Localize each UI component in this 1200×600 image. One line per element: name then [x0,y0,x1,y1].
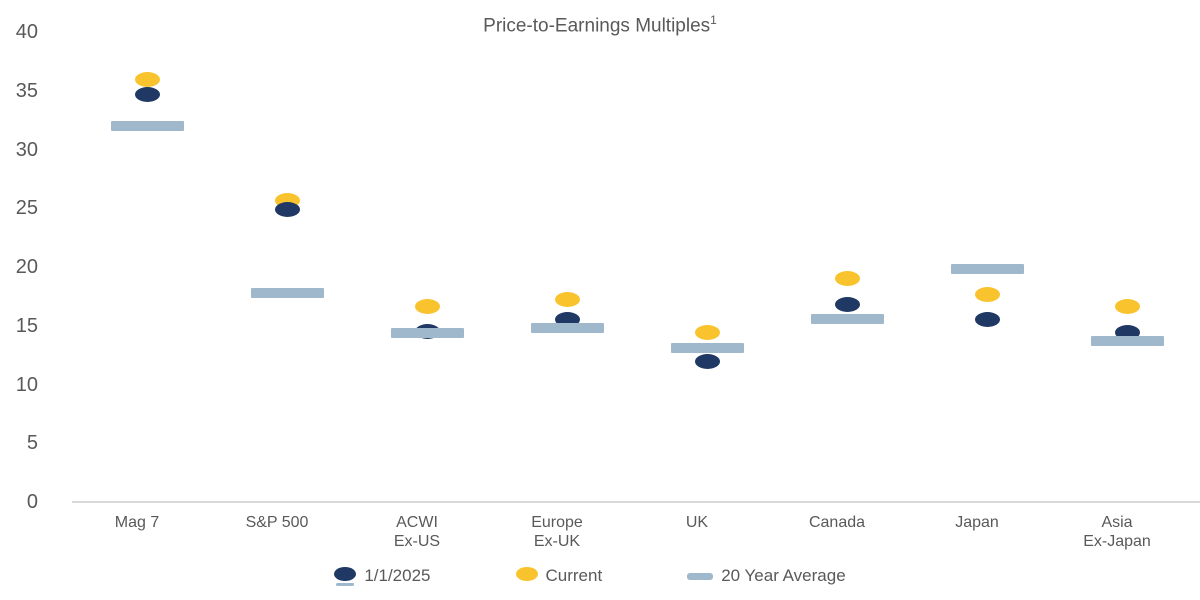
legend-line-artifact [336,582,355,586]
dot-1-1-2025-uk [694,353,720,369]
dot-current-japan [974,286,1000,302]
legend-label-1-1-2025: 1/1/2025 [364,566,431,585]
x-label-canada: Canada [808,514,866,531]
legend-dot-icon [334,566,357,586]
bar-20-year-average-canada [810,313,884,324]
dot-current-mag-7 [134,71,160,87]
bar-20-year-average-europe-ex-uk [530,323,604,334]
dot-current-uk [694,325,720,341]
legend-label-20-year-average: 20 Year Average [721,566,846,585]
bar-20-year-average-japan [950,264,1024,275]
bar-20-year-average-acwi-ex-us [390,327,464,338]
x-label-s-p-500: S&P 500 [245,514,309,531]
legend-item-20-year-average: 20 Year Average [687,566,846,586]
legend-label-current: Current [545,566,603,585]
y-tick-label-10: 10 [15,373,38,396]
bar-20-year-average-uk [670,343,744,354]
legend: 1/1/2025 Current 20 Year Average [0,566,1180,586]
dot-1-1-2025-mag-7 [134,86,160,102]
bar-20-year-average-asia-ex-japan [1090,336,1164,347]
dot-current-canada [834,271,860,287]
dot-current-europe-ex-uk [554,292,580,308]
bar-20-year-average-s-p-500 [250,287,324,298]
y-tick-label-25: 25 [15,197,38,220]
y-tick-label-15: 15 [15,314,38,337]
dot-current-asia-ex-japan [1114,299,1140,315]
x-label-japan: Japan [955,514,999,531]
dot-1-1-2025-s-p-500 [274,201,300,217]
legend-item-current: Current [515,566,603,586]
x-label-europe-ex-uk: Europe Ex-UK [531,514,583,550]
x-label-asia-ex-japan: Asia Ex-Japan [1083,514,1151,550]
x-label-acwi-ex-us: ACWI Ex-US [393,514,441,550]
y-tick-label-40: 40 [15,21,38,43]
y-tick-label-35: 35 [15,79,38,102]
y-tick-label-30: 30 [15,138,38,161]
chart-title: Price-to-Earnings Multiples1 [0,13,1200,37]
legend-dash-icon [687,567,714,585]
dot-1-1-2025-japan [974,312,1000,328]
dot-current-acwi-ex-us [414,299,440,315]
bar-20-year-average-mag-7 [110,121,184,131]
x-label-uk: UK [685,514,709,531]
chart-title-text: Price-to-Earnings Multiples [483,15,711,37]
y-tick-label-20: 20 [15,256,38,278]
y-tick-label-5: 5 [26,432,38,455]
chart-title-footnote-marker: 1 [710,13,717,27]
x-label-mag-7: Mag 7 [114,514,160,531]
dot-1-1-2025-canada [834,297,860,313]
legend-item-1-1-2025: 1/1/2025 [334,566,431,586]
legend-dot-icon [515,566,538,586]
y-tick-label-0: 0 [26,491,38,513]
x-axis-line [72,501,1200,503]
